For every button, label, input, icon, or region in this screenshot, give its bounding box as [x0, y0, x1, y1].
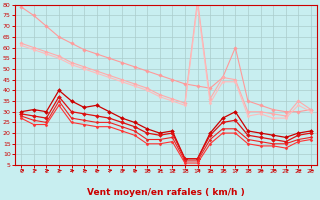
X-axis label: Vent moyen/en rafales ( km/h ): Vent moyen/en rafales ( km/h ) [87, 188, 245, 197]
